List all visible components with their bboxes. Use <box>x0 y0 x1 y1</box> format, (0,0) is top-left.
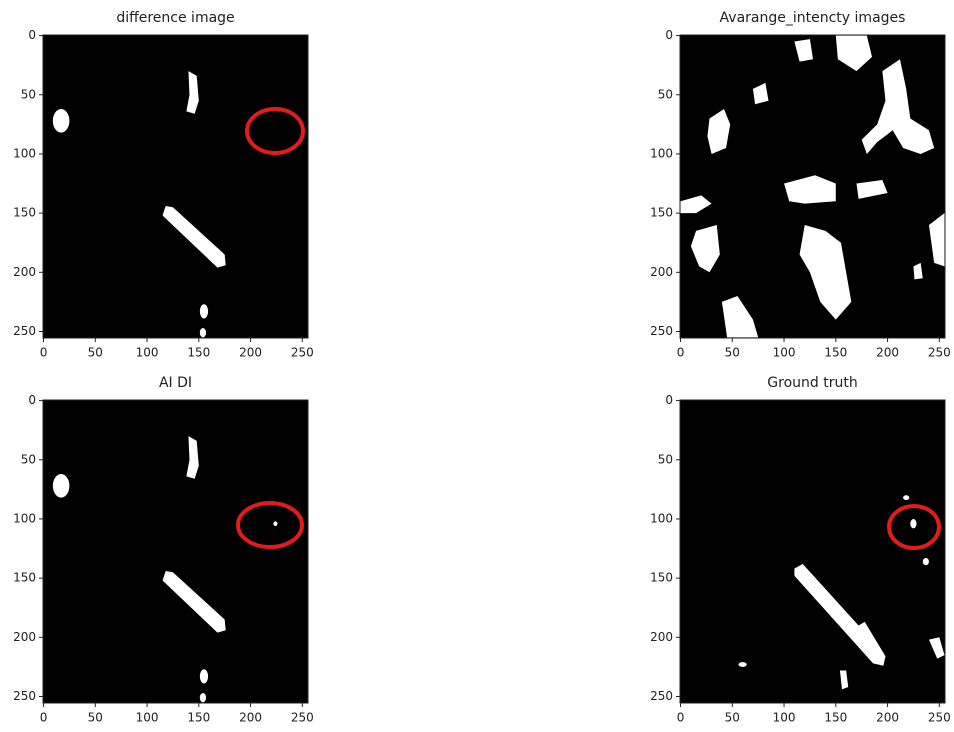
y-tick-label: 100 <box>650 511 673 525</box>
x-tick-label: 100 <box>773 711 796 725</box>
y-tick-label: 50 <box>21 87 36 101</box>
panel: Ground truth 0 50 100 150 200 250 0 50 100 150 200 2… <box>650 375 951 725</box>
x-tick-label: 0 <box>677 346 685 360</box>
x-tick-label: 200 <box>239 346 262 360</box>
y-tick-label: 250 <box>13 689 36 703</box>
y-tick-label: 100 <box>13 146 36 160</box>
x-tick-label: 100 <box>773 346 796 360</box>
x-tick-label: 250 <box>928 711 951 725</box>
axes-title: Avarange_intencty images <box>720 10 906 26</box>
x-tick-label: 200 <box>876 711 899 725</box>
x-tick-label: 200 <box>239 711 262 725</box>
y-tick-label: 0 <box>665 393 673 407</box>
x-tick-label: 0 <box>677 711 685 725</box>
y-tick-label: 0 <box>28 393 36 407</box>
y-tick-label: 0 <box>28 28 36 42</box>
panel: AI DI 0 50 100 150 200 250 0 50 100 150 200 250 <box>13 375 314 725</box>
x-tick-label: 100 <box>136 346 159 360</box>
y-tick-label: 0 <box>665 28 673 42</box>
y-tick-label: 100 <box>13 511 36 525</box>
x-tick-label: 250 <box>291 711 314 725</box>
y-tick-label: 250 <box>13 324 36 338</box>
image <box>680 400 945 703</box>
x-tick-label: 250 <box>928 346 951 360</box>
x-tick-label: 100 <box>136 711 159 725</box>
y-tick-label: 150 <box>650 571 673 585</box>
x-tick-label: 200 <box>876 346 899 360</box>
axes-title: Ground truth <box>767 375 857 391</box>
axes-title: difference image <box>116 10 234 26</box>
y-tick-label: 200 <box>650 265 673 279</box>
x-tick-label: 50 <box>725 346 740 360</box>
figure: difference image 0 50 100 150 200 250 0 50 100 150… <box>0 0 954 732</box>
x-tick-label: 0 <box>40 346 48 360</box>
panel: Avarange_intencty images 0 50 100 150 200 250 0… <box>650 10 951 360</box>
x-tick-label: 50 <box>88 346 103 360</box>
y-tick-label: 200 <box>13 630 36 644</box>
x-tick-label: 150 <box>824 346 847 360</box>
image <box>43 35 308 338</box>
y-tick-label: 50 <box>658 452 673 466</box>
y-tick-label: 250 <box>650 689 673 703</box>
y-tick-label: 100 <box>650 146 673 160</box>
y-tick-label: 200 <box>650 630 673 644</box>
image <box>43 400 308 703</box>
y-tick-label: 50 <box>21 452 36 466</box>
panel: difference image 0 50 100 150 200 250 0 50 100 150… <box>13 10 314 360</box>
axes-title: AI DI <box>159 375 192 391</box>
y-tick-label: 250 <box>650 324 673 338</box>
y-tick-label: 50 <box>658 87 673 101</box>
x-tick-label: 50 <box>88 711 103 725</box>
x-tick-label: 0 <box>40 711 48 725</box>
y-tick-label: 150 <box>13 571 36 585</box>
x-tick-label: 150 <box>187 711 210 725</box>
y-tick-label: 150 <box>13 206 36 220</box>
x-tick-label: 150 <box>824 711 847 725</box>
y-tick-label: 150 <box>650 206 673 220</box>
x-tick-label: 50 <box>725 711 740 725</box>
x-tick-label: 150 <box>187 346 210 360</box>
y-tick-label: 200 <box>13 265 36 279</box>
x-tick-label: 250 <box>291 346 314 360</box>
image <box>680 35 945 338</box>
